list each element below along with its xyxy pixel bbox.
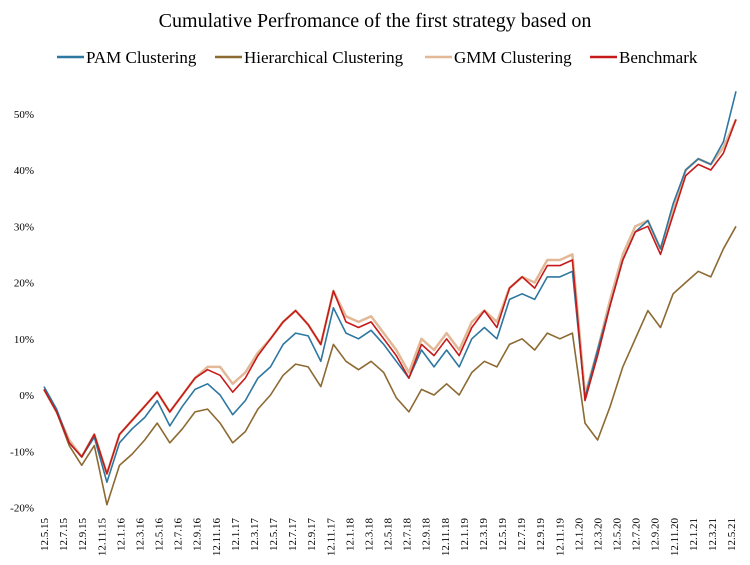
series-line-hierarchical (43, 225, 737, 506)
series-line-pam (43, 91, 737, 484)
x-tick-label: 12.5.16 (154, 518, 166, 552)
legend-label-pam: PAM Clustering (86, 48, 197, 67)
y-axis: -20% -10% 0% 10% 20% 30% 40% 50% (10, 109, 34, 515)
x-tick-label: 12.11.15 (96, 518, 108, 557)
x-tick-label: 12.11.16 (211, 518, 223, 557)
x-tick-label: 12.11.19 (554, 518, 566, 557)
x-tick-label: 12.7.17 (287, 518, 299, 552)
x-tick-label: 12.9.18 (421, 518, 433, 552)
legend-label-gmm: GMM Clustering (454, 48, 572, 67)
x-tick-label: 12.7.16 (173, 518, 185, 552)
x-tick-label: 12.9.15 (77, 518, 89, 552)
x-tick-label: 12.9.17 (306, 518, 318, 552)
legend-item-benchmark: Benchmark (590, 48, 698, 67)
x-tick-label: 12.7.20 (631, 518, 643, 552)
chart-title: Cumulative Perfromance of the first stra… (159, 10, 592, 32)
legend-item-gmm: GMM Clustering (425, 48, 572, 67)
x-tick-label: 12.9.16 (192, 518, 204, 552)
x-tick-label: 12.5.18 (383, 518, 395, 552)
x-axis: 12.5.15 12.7.15 12.9.15 12.11.15 12.1.16 12.3… (39, 518, 738, 557)
x-tick-label: 12.5.17 (268, 518, 280, 552)
x-tick-label: 12.5.19 (497, 518, 509, 552)
x-tick-label: 12.3.20 (592, 518, 604, 552)
x-tick-label: 12.1.17 (230, 518, 242, 552)
x-tick-label: 12.3.17 (249, 518, 261, 552)
y-tick-label: 20% (14, 278, 34, 290)
y-tick-label: 10% (14, 334, 34, 346)
x-tick-label: 12.1.18 (344, 518, 356, 552)
series-line-gmm (42, 118, 738, 476)
x-tick-label: 12.1.20 (573, 518, 585, 552)
legend-item-hierarchical: Hierarchical Clustering (215, 48, 404, 67)
x-tick-label: 12.7.19 (516, 518, 528, 552)
x-tick-label: 12.9.19 (535, 518, 547, 552)
x-tick-label: 12.7.18 (402, 518, 414, 552)
y-tick-label: 50% (14, 109, 34, 121)
y-tick-label: -10% (10, 446, 34, 458)
legend-label-benchmark: Benchmark (619, 48, 698, 67)
x-tick-label: 12.11.20 (669, 518, 681, 557)
x-tick-label: 12.11.17 (325, 518, 337, 557)
x-tick-label: 12.5.20 (612, 518, 624, 552)
x-tick-label: 12.3.16 (134, 518, 146, 552)
legend: PAM Clustering Hierarchical Clustering G… (57, 48, 698, 67)
x-tick-label: 12.3.21 (707, 518, 719, 551)
x-tick-label: 12.1.16 (115, 518, 127, 552)
x-tick-label: 12.1.19 (459, 518, 471, 552)
series-line-benchmark (43, 119, 737, 475)
x-tick-label: 12.3.19 (478, 518, 490, 552)
legend-label-hierarchical: Hierarchical Clustering (244, 48, 404, 67)
x-tick-label: 12.1.21 (688, 518, 700, 551)
legend-item-pam: PAM Clustering (57, 48, 197, 67)
y-tick-label: 0% (19, 390, 34, 402)
y-tick-label: 30% (14, 221, 34, 233)
y-tick-label: -20% (10, 503, 34, 515)
x-tick-label: 12.11.18 (440, 518, 452, 557)
x-tick-label: 12.9.20 (650, 518, 662, 552)
x-tick-label: 12.3.18 (363, 518, 375, 552)
x-tick-label: 12.5.21 (726, 518, 738, 551)
x-tick-label: 12.5.15 (39, 518, 51, 552)
y-tick-label: 40% (14, 165, 34, 177)
series-group (42, 91, 738, 506)
x-tick-label: 12.7.15 (58, 518, 70, 552)
